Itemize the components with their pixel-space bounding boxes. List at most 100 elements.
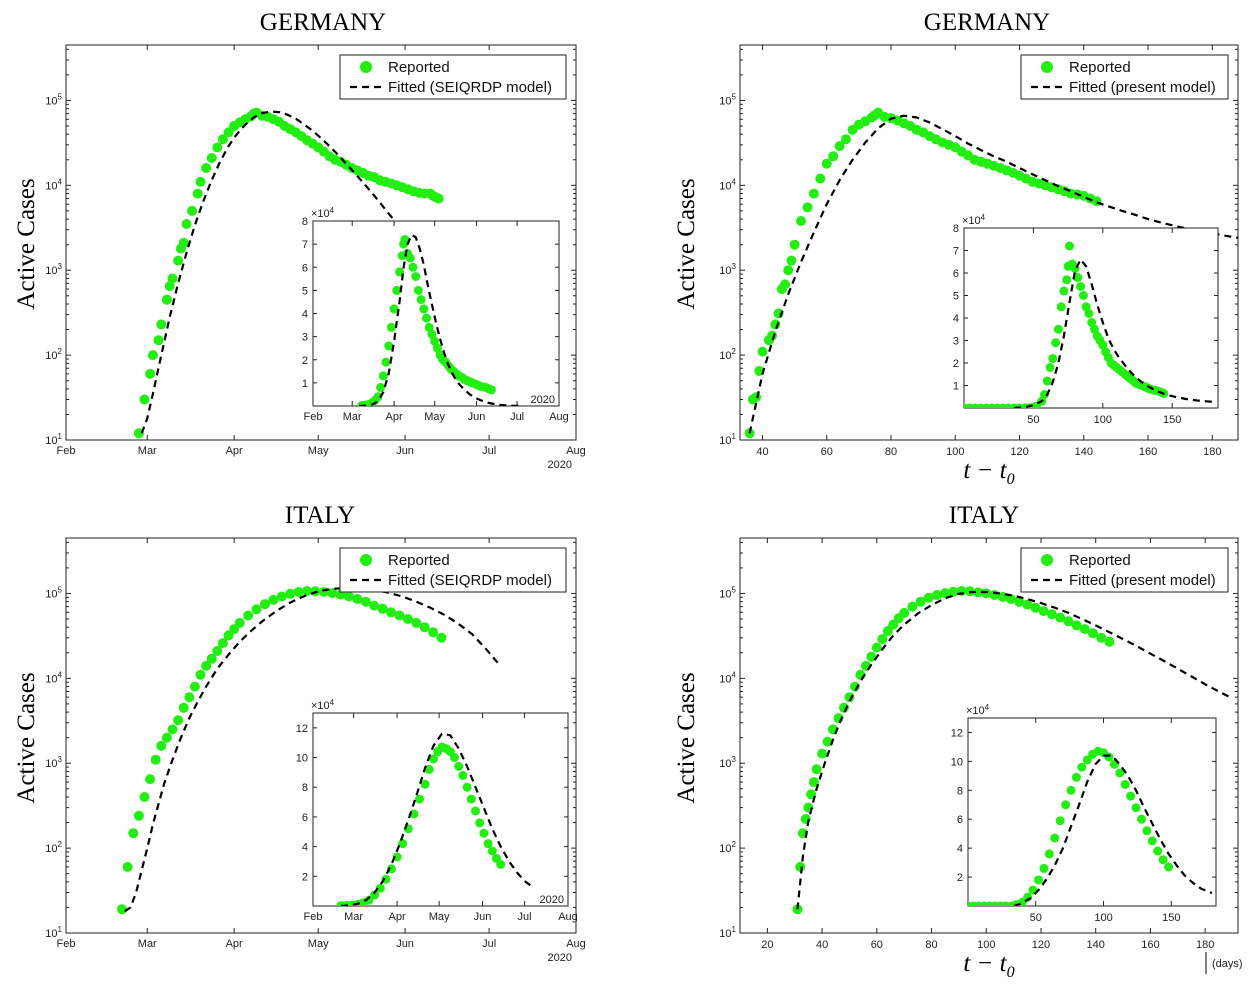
reported-point <box>811 764 822 775</box>
reported-point <box>201 163 212 173</box>
reported-point <box>841 134 851 145</box>
reported-point <box>1077 762 1087 772</box>
x-tick-label: 120 <box>1032 939 1050 951</box>
reported-point <box>1055 816 1065 826</box>
reported-point <box>1084 309 1094 318</box>
reported-point <box>1039 863 1049 873</box>
reported-point <box>153 335 164 346</box>
y-tick-label: 104 <box>45 670 62 685</box>
reported-point <box>370 890 380 900</box>
y-tick-label: 105 <box>719 92 736 107</box>
y-tick-label: 7 <box>953 246 959 258</box>
x-tick-label: Mar <box>138 938 157 950</box>
reported-point <box>318 587 329 597</box>
reported-point <box>780 279 790 290</box>
reported-point <box>751 392 762 403</box>
reported-point <box>167 724 178 735</box>
reported-point <box>1126 791 1136 801</box>
y-tick-label: 2 <box>953 358 959 370</box>
inset-frame <box>963 227 1219 409</box>
reported-point <box>1053 324 1063 334</box>
reported-point <box>145 774 156 785</box>
x-tick-label: 40 <box>756 446 768 458</box>
series-layer <box>117 586 502 915</box>
x-year-label: 2020 <box>548 459 572 471</box>
reported-point <box>164 281 175 292</box>
reported-point <box>430 336 440 346</box>
x-tick-label: 180 <box>1203 446 1221 458</box>
reported-point <box>871 642 882 653</box>
reported-point <box>1098 340 1108 350</box>
x-tick-label: Jun <box>396 938 414 950</box>
panel-germany-present: GERMANY Active Cases 101 102 103 104 105 40 60… <box>673 9 1239 488</box>
y-tick-label: 7 <box>302 239 308 251</box>
reported-point <box>866 651 877 662</box>
reported-point <box>454 761 464 771</box>
reported-point <box>419 304 429 314</box>
reported-point <box>1055 612 1066 623</box>
reported-point <box>260 599 270 610</box>
inset-frame <box>312 712 569 907</box>
reported-point <box>156 740 167 751</box>
y-tick-label: 103 <box>45 755 62 770</box>
y-multiplier-label: ×104 <box>311 698 335 712</box>
reported-point <box>402 614 413 624</box>
x-tick-label: Jul <box>518 911 532 923</box>
reported-point <box>877 634 888 645</box>
reported-point <box>767 330 778 341</box>
inset-plot-area: 2 4 6 8 10 12×104 Feb Mar Apr May Jun Jul Aug 2020 <box>296 698 578 923</box>
reported-point <box>487 846 497 856</box>
reported-point <box>133 810 144 821</box>
y-tick-label: 3 <box>302 332 308 344</box>
reported-series <box>964 241 1169 408</box>
panel-title: GERMANY <box>924 9 1050 36</box>
reported-point <box>344 591 354 602</box>
reported-point <box>1088 628 1098 639</box>
x-tick-label: Jul <box>510 411 524 423</box>
reported-point <box>150 754 161 765</box>
reported-point <box>1046 609 1057 620</box>
reported-point <box>212 142 223 153</box>
reported-point <box>948 586 959 597</box>
x-tick-label: Jul <box>482 445 496 457</box>
x-axis-label: t − t0 <box>963 457 1014 488</box>
reported-point <box>427 329 437 339</box>
reported-point <box>268 594 279 605</box>
reported-point <box>429 754 438 764</box>
x-tick-label: 100 <box>977 939 995 951</box>
y-tick-label: 103 <box>45 262 62 277</box>
reported-point <box>1065 241 1074 251</box>
reported-point <box>899 607 910 618</box>
reported-point <box>195 669 206 680</box>
reported-point <box>1142 826 1152 836</box>
reported-point <box>369 600 380 611</box>
inset-frame <box>312 220 560 407</box>
y-tick-label: 12 <box>296 723 308 735</box>
y-tick-label: 6 <box>302 262 308 274</box>
reported-point <box>808 188 819 199</box>
reported-point <box>1050 833 1060 843</box>
reported-point <box>394 610 405 621</box>
y-tick-label: 8 <box>953 223 959 235</box>
reported-point <box>373 392 383 402</box>
series-layer <box>964 241 1214 408</box>
y-tick-label: 6 <box>957 814 963 826</box>
reported-point <box>940 588 951 599</box>
reported-point <box>1164 862 1174 872</box>
reported-point <box>923 592 934 603</box>
legend-marker-reported <box>360 554 372 566</box>
reported-point <box>145 368 156 379</box>
x-year-label: 2020 <box>548 952 572 964</box>
fitted-line <box>140 110 429 434</box>
reported-point <box>1082 755 1092 765</box>
x-tick-label: Feb <box>57 445 76 457</box>
fitted-line <box>124 586 502 913</box>
x-tick-label: May <box>308 445 329 457</box>
fitted-line <box>1013 754 1213 906</box>
x-tick-label: Aug <box>549 411 569 423</box>
reported-point <box>821 158 832 169</box>
x-tick-label: 60 <box>821 446 833 458</box>
reported-point <box>420 779 430 789</box>
panel-title: GERMANY <box>260 9 386 36</box>
